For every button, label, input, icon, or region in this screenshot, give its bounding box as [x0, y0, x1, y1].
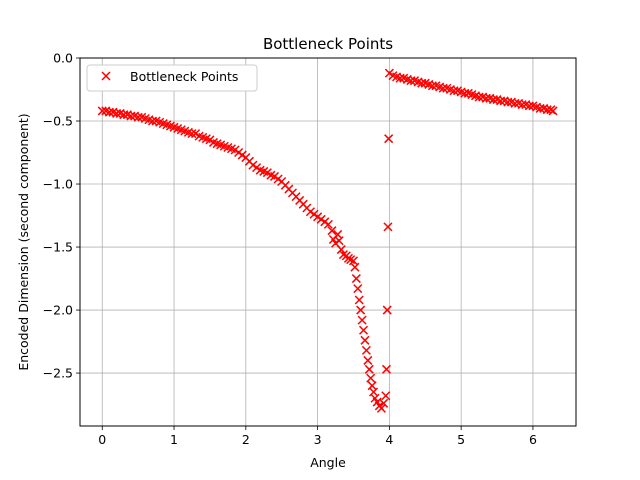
- y-tick-label: 0.0: [53, 51, 73, 66]
- data-point: [496, 96, 506, 106]
- y-tick-label: −2.5: [43, 366, 73, 381]
- data-point: [359, 325, 369, 335]
- data-point: [346, 255, 356, 265]
- data-point: [119, 110, 129, 120]
- y-axis-label: Encoded Dimension (second component): [16, 113, 31, 370]
- data-point: [354, 295, 364, 305]
- grid-lines: [80, 57, 576, 426]
- data-point: [360, 335, 370, 345]
- data-point: [147, 116, 158, 126]
- data-point: [133, 112, 143, 122]
- data-point: [351, 274, 361, 284]
- data-point: [517, 100, 527, 110]
- data-point: [376, 403, 387, 413]
- legend-marker: [101, 71, 111, 81]
- data-point: [336, 245, 346, 255]
- data-point: [366, 373, 376, 383]
- data-point: [327, 226, 337, 236]
- data-point: [474, 92, 484, 102]
- data-point: [481, 93, 491, 103]
- data-point: [323, 219, 333, 229]
- data-point: [338, 250, 348, 260]
- data-point: [356, 305, 366, 315]
- data-point: [382, 305, 392, 315]
- data-point: [126, 111, 136, 121]
- data-point: [383, 222, 393, 232]
- x-tick-label: 5: [457, 432, 465, 447]
- data-point: [353, 284, 363, 294]
- data-point: [364, 364, 374, 374]
- data-point: [379, 398, 389, 408]
- x-axis-ticks: 0 1 2 3 4 5 6: [98, 426, 537, 447]
- data-point: [381, 391, 391, 401]
- data-point: [361, 345, 371, 355]
- data-point: [406, 76, 416, 86]
- y-tick-label: −2.0: [43, 303, 73, 318]
- x-tick-label: 3: [314, 432, 322, 447]
- data-point: [97, 106, 107, 116]
- y-tick-label: −1.5: [43, 240, 73, 255]
- x-tick-label: 2: [242, 432, 250, 447]
- x-tick-label: 6: [529, 432, 537, 447]
- legend-label: Bottleneck Points: [130, 69, 238, 84]
- plot-area-frame: [79, 57, 577, 427]
- y-tick-label: −0.5: [43, 114, 73, 129]
- data-point: [357, 315, 367, 325]
- data-point: [449, 86, 459, 96]
- data-point: [334, 236, 344, 246]
- data-point: [535, 103, 545, 113]
- x-tick-label: 0: [98, 432, 106, 447]
- data-point: [548, 106, 558, 116]
- y-axis-ticks: 0.0 −0.5 −1.0 −1.5 −2.0 −2.5: [43, 51, 80, 381]
- data-point: [438, 83, 448, 93]
- data-point: [488, 95, 498, 105]
- data-point: [363, 355, 373, 365]
- data-point: [503, 97, 513, 107]
- data-point: [427, 81, 437, 91]
- x-tick-label: 4: [385, 432, 393, 447]
- data-points: [97, 68, 558, 413]
- chart-title: Bottleneck Points: [263, 35, 393, 53]
- data-point: [395, 73, 405, 83]
- data-point: [381, 364, 392, 374]
- legend: Bottleneck Points: [86, 64, 258, 92]
- data-point: [112, 108, 122, 118]
- data-point: [384, 134, 394, 144]
- data-point: [524, 101, 534, 111]
- data-point: [460, 88, 470, 98]
- data-point: [104, 107, 114, 117]
- legend-box: [86, 64, 258, 92]
- y-tick-label: −1.0: [43, 177, 73, 192]
- data-point: [350, 262, 360, 272]
- x-tick-label: 1: [170, 432, 178, 447]
- data-point: [510, 98, 520, 108]
- x-axis-label: Angle: [310, 455, 346, 470]
- data-point: [417, 78, 427, 88]
- data-point: [187, 129, 197, 139]
